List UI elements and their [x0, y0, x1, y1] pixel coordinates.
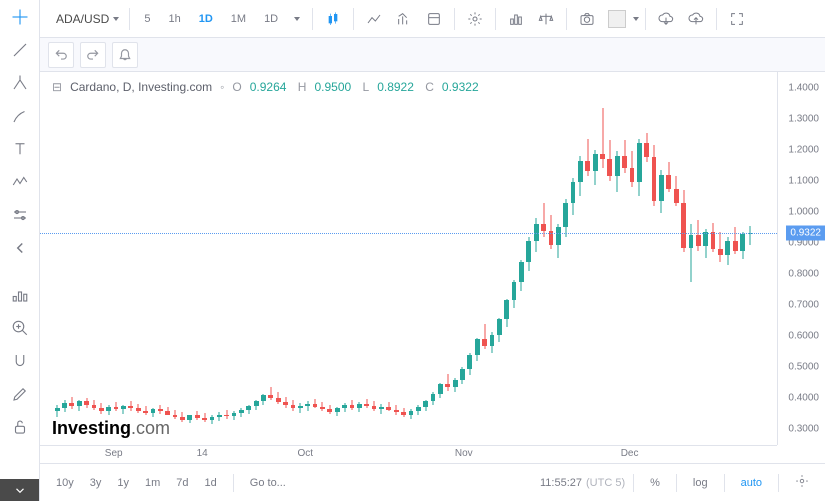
zoom-tool[interactable] [0, 311, 39, 344]
axis-settings-icon[interactable] [787, 470, 817, 495]
fullscreen-icon[interactable] [723, 5, 751, 33]
symbol-selector[interactable]: ADA/USD [46, 8, 130, 30]
time-axis[interactable]: Sep 14 Oct Nov Dec [40, 445, 777, 463]
price-tick: 0.5000 [788, 362, 819, 373]
time-tick: 14 [197, 448, 208, 459]
sub-toolbar [40, 38, 825, 72]
edit-tool[interactable] [0, 377, 39, 410]
back-icon[interactable] [0, 231, 39, 264]
top-toolbar: ADA/USD 51h1D1M1D [40, 0, 825, 38]
camera-icon[interactable] [573, 5, 601, 33]
auto-button[interactable]: auto [733, 473, 770, 493]
price-tick: 0.6000 [788, 331, 819, 342]
range-7d[interactable]: 7d [168, 473, 196, 493]
candles-style-icon[interactable] [319, 5, 347, 33]
range-3y[interactable]: 3y [82, 473, 110, 493]
timeframe-1M[interactable]: 1M [223, 9, 254, 29]
pct-button[interactable]: % [642, 473, 668, 493]
time-tick: Oct [298, 448, 314, 459]
templates-icon[interactable] [420, 5, 448, 33]
time-tick: Dec [621, 448, 639, 459]
undo-button[interactable] [48, 42, 74, 68]
cloud-download-icon[interactable] [652, 5, 680, 33]
price-current-label: 0.9322 [786, 225, 825, 240]
cloud-upload-icon[interactable] [682, 5, 710, 33]
range-1d[interactable]: 1d [197, 473, 225, 493]
price-tick: 1.2000 [788, 144, 819, 155]
price-tick: 1.0000 [788, 206, 819, 217]
timeframe-1h[interactable]: 1h [160, 9, 188, 29]
tz-text: (UTC 5) [586, 477, 625, 489]
current-price-line [40, 233, 777, 234]
price-tick: 0.7000 [788, 300, 819, 311]
timeframe-more-icon[interactable] [294, 17, 300, 21]
settings-icon[interactable] [461, 5, 489, 33]
range-1m[interactable]: 1m [137, 473, 168, 493]
color-swatch[interactable] [603, 5, 631, 33]
pitchfork-tool[interactable] [0, 66, 39, 99]
price-axis[interactable]: 0.30000.40000.50000.60000.70000.80000.90… [777, 72, 825, 445]
financials-icon[interactable] [502, 5, 530, 33]
measure-tool[interactable] [0, 278, 39, 311]
text-tool[interactable] [0, 132, 39, 165]
collapse-toolbar[interactable] [0, 479, 39, 501]
timeframe-5[interactable]: 5 [136, 9, 158, 29]
timeframe-1D[interactable]: 1D [191, 9, 221, 29]
redo-button[interactable] [80, 42, 106, 68]
clock-text: 11:55:27 [540, 477, 582, 489]
price-tick: 0.4000 [788, 393, 819, 404]
lock-tool[interactable] [0, 410, 39, 443]
compare-icon[interactable] [360, 5, 388, 33]
chart-area[interactable]: ⊟ Cardano, D, Investing.com ◦ O0.9264 H0… [40, 72, 825, 463]
price-tick: 1.4000 [788, 82, 819, 93]
price-tick: 0.8000 [788, 269, 819, 280]
left-toolbar [0, 0, 40, 501]
candlestick-plot [40, 72, 777, 445]
swatch-caret-icon[interactable] [633, 17, 639, 21]
range-1y[interactable]: 1y [109, 473, 137, 493]
price-tick: 0.3000 [788, 424, 819, 435]
timeframe-1D[interactable]: 1D [256, 9, 286, 29]
price-tick: 1.3000 [788, 113, 819, 124]
watermark: Investing.com [52, 418, 170, 439]
forecast-tool[interactable] [0, 198, 39, 231]
alert-button[interactable] [112, 42, 138, 68]
time-tick: Nov [455, 448, 473, 459]
symbol-text: ADA/USD [56, 12, 109, 26]
pattern-tool[interactable] [0, 165, 39, 198]
time-tick: Sep [105, 448, 123, 459]
magnet-tool[interactable] [0, 344, 39, 377]
price-tick: 1.1000 [788, 175, 819, 186]
log-button[interactable]: log [685, 473, 716, 493]
indicators-icon[interactable] [390, 5, 418, 33]
balance-icon[interactable] [532, 5, 560, 33]
bottom-toolbar: 10y3y1y1m7d1d Go to... 11:55:27 (UTC 5) … [40, 463, 825, 501]
crosshair-tool[interactable] [0, 0, 39, 33]
range-10y[interactable]: 10y [48, 473, 82, 493]
brush-tool[interactable] [0, 99, 39, 132]
caret-down-icon [113, 17, 119, 21]
trendline-tool[interactable] [0, 33, 39, 66]
goto-button[interactable]: Go to... [242, 473, 294, 493]
